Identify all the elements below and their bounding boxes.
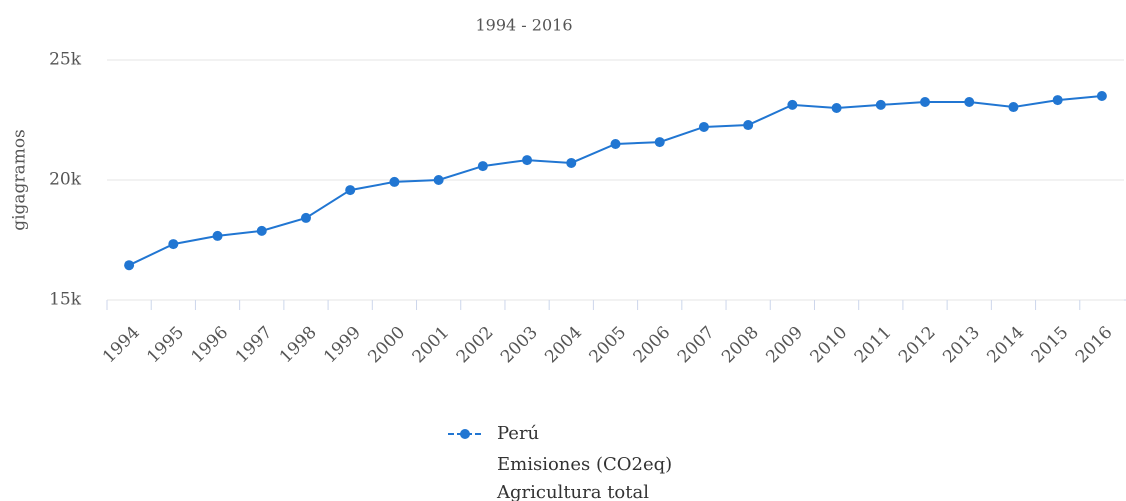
x-tick-label: 2012 xyxy=(895,323,940,368)
x-tick-label: 2015 xyxy=(1028,323,1073,368)
x-tick-label: 2011 xyxy=(851,323,896,368)
x-tick-label: 1996 xyxy=(188,323,233,368)
point xyxy=(168,239,179,250)
point xyxy=(433,175,444,185)
x-tick-label: 2005 xyxy=(585,323,630,368)
point xyxy=(1052,95,1063,106)
y-tick-label: 20k xyxy=(49,170,82,190)
point xyxy=(477,161,488,172)
point xyxy=(300,212,311,223)
point xyxy=(787,99,798,110)
chart-subtitle: 1994 - 2016 xyxy=(475,16,572,35)
point xyxy=(212,230,223,241)
point xyxy=(875,99,886,110)
point xyxy=(345,185,356,196)
x-tick-label: 2013 xyxy=(939,323,984,368)
legend-label: Perú xyxy=(497,423,539,444)
x-tick-label: 2002 xyxy=(453,323,498,368)
x-tick-label: 2010 xyxy=(807,323,852,368)
y-axis-label: gigagramos xyxy=(10,129,30,231)
x-tick-label: 1995 xyxy=(143,323,188,368)
point xyxy=(654,137,665,148)
x-tick-label: 2016 xyxy=(1072,323,1117,368)
point xyxy=(920,97,931,107)
point xyxy=(743,120,754,131)
x-tick-label: 1998 xyxy=(276,323,321,368)
point xyxy=(1008,102,1019,113)
x-tick-label: 2007 xyxy=(674,323,719,368)
y-tick-label: 25k xyxy=(49,50,82,70)
x-tick-label: 2014 xyxy=(983,323,1028,368)
point xyxy=(831,103,842,113)
x-tick-label: 2008 xyxy=(718,323,763,368)
x-tick-label: 2003 xyxy=(497,323,542,368)
x-tick-label: 1997 xyxy=(232,323,277,368)
x-tick-label: 1994 xyxy=(99,323,144,368)
line xyxy=(128,95,1102,267)
point xyxy=(256,225,267,236)
x-tick-label: 2006 xyxy=(630,323,675,368)
point xyxy=(698,121,709,132)
legend-marker xyxy=(460,429,470,439)
x-tick-label: 1999 xyxy=(320,323,365,368)
point xyxy=(610,139,621,149)
y-tick-label: 15k xyxy=(49,290,82,310)
legend-label: Agricultura total xyxy=(496,482,649,501)
point xyxy=(1096,91,1107,101)
x-tick-label: 2000 xyxy=(364,323,409,368)
legend-label: Emisiones (CO2eq) xyxy=(497,454,672,475)
point xyxy=(566,157,577,168)
point xyxy=(964,97,975,107)
point xyxy=(124,260,135,271)
point xyxy=(389,176,400,187)
x-tick-label: 2004 xyxy=(541,323,586,368)
point xyxy=(522,155,533,166)
x-tick-label: 2009 xyxy=(762,323,807,368)
x-tick-label: 2001 xyxy=(409,323,454,368)
